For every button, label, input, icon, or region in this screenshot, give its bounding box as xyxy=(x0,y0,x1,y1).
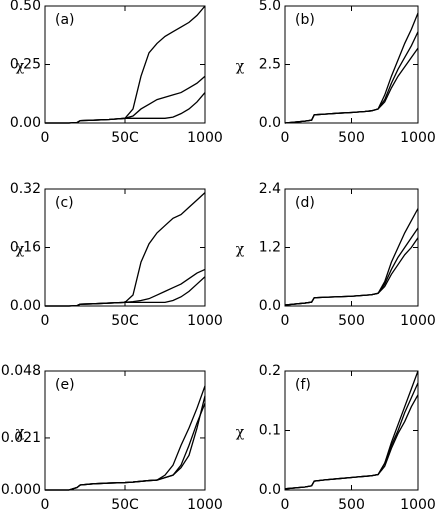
x-tick-label: 50C xyxy=(111,313,139,329)
x-tick-label: 0 xyxy=(41,497,50,513)
y-tick-label: 0.16 xyxy=(10,240,41,256)
x-tick-label: 500 xyxy=(338,130,365,146)
x-tick-label: 1000 xyxy=(400,313,436,329)
x-tick-label: 0 xyxy=(41,130,50,146)
data-line xyxy=(284,47,419,124)
x-tick-label: 500 xyxy=(338,313,365,329)
y-axis-label: χ xyxy=(236,425,245,441)
data-line xyxy=(284,237,419,306)
x-tick-label: 0 xyxy=(281,130,290,146)
y-tick-label: 0.0 xyxy=(259,482,281,498)
x-tick-label: 0 xyxy=(41,313,50,329)
data-line xyxy=(284,382,419,490)
y-tick-label: 0.25 xyxy=(10,57,41,73)
y-tick-label: 0.2 xyxy=(259,363,281,379)
data-line xyxy=(284,394,419,490)
x-tick-label: 1000 xyxy=(400,130,436,146)
y-axis-label: χ xyxy=(236,242,245,258)
y-axis-label: χ xyxy=(16,59,25,75)
panel-label: (b) xyxy=(295,12,315,28)
x-tick-label: 50C xyxy=(111,497,139,513)
panel-label: (c) xyxy=(55,195,74,211)
data-line xyxy=(45,268,206,307)
y-tick-label: 0.021 xyxy=(1,430,41,446)
x-tick-label: 1000 xyxy=(400,497,436,513)
y-axis-label: χ xyxy=(16,242,25,258)
data-line xyxy=(45,395,206,491)
x-tick-label: 500 xyxy=(338,497,365,513)
y-tick-label: 0.0 xyxy=(259,115,281,131)
y-tick-label: 2.4 xyxy=(259,181,281,197)
y-tick-label: 0.000 xyxy=(1,482,41,498)
y-tick-label: 0.00 xyxy=(10,115,41,131)
data-line xyxy=(45,276,206,307)
y-axis-label: χ xyxy=(236,59,245,75)
x-tick-label: 1000 xyxy=(187,130,223,146)
y-tick-label: 5.0 xyxy=(259,0,281,14)
y-tick-label: 1.2 xyxy=(259,240,281,256)
data-line xyxy=(45,385,206,491)
y-tick-label: 0.048 xyxy=(1,363,41,379)
y-tick-label: 0.50 xyxy=(10,0,41,14)
panel-label: (f) xyxy=(295,377,311,393)
x-tick-label: 1000 xyxy=(187,313,223,329)
data-line xyxy=(45,75,206,124)
y-tick-label: 0.32 xyxy=(10,181,41,197)
data-line xyxy=(45,92,206,124)
x-tick-label: 1000 xyxy=(187,497,223,513)
y-tick-label: 0.0 xyxy=(259,298,281,314)
data-line xyxy=(45,402,206,491)
x-tick-label: 0 xyxy=(281,313,290,329)
x-tick-label: 50C xyxy=(111,130,139,146)
y-tick-label: 0.00 xyxy=(10,298,41,314)
panel-label: (e) xyxy=(55,377,75,393)
panel-label: (d) xyxy=(295,195,315,211)
y-tick-label: 0.1 xyxy=(259,423,281,439)
data-line xyxy=(284,227,419,306)
x-tick-label: 0 xyxy=(281,497,290,513)
y-axis-label: χ xyxy=(16,425,25,441)
y-tick-label: 2.5 xyxy=(259,57,281,73)
panel-label: (a) xyxy=(55,12,75,28)
